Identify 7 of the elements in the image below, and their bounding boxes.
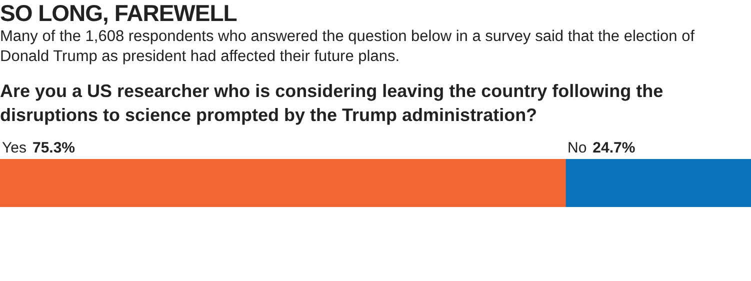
chart-title: SO LONG, FAREWELL [0,0,238,26]
chart-subtitle: Many of the 1,608 respondents who answered the question below in a survey said that the election of Donald Trump as president had affected their future plans. [0,27,696,67]
series-label: No [568,140,587,157]
text: Are you a US researcher who is considering leaving the country following the disruptions to science prompted by the Trump administration? [0,80,664,127]
series-label: Yes [2,140,26,157]
data-label: 24.7% [592,140,636,157]
data-label: 75.3% [32,140,76,157]
